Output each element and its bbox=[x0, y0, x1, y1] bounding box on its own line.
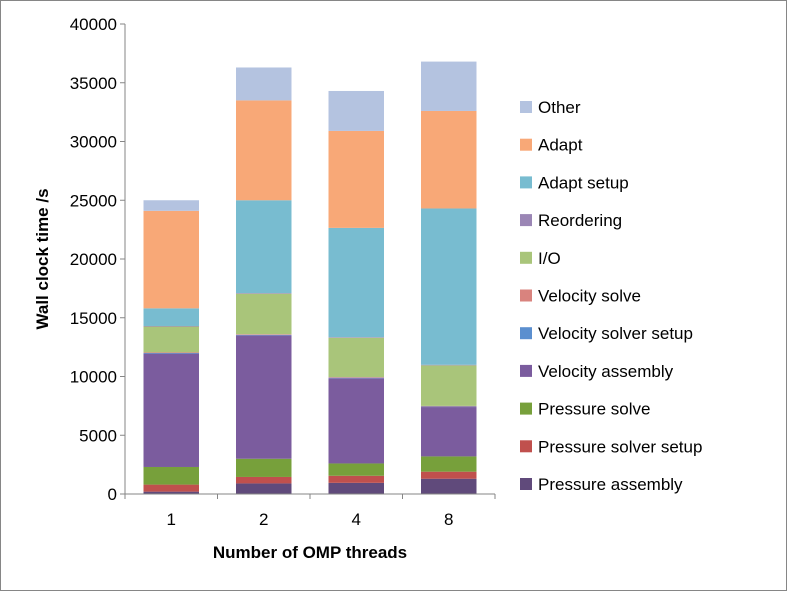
legend-label: Pressure assembly bbox=[538, 475, 683, 494]
y-tick-label: 30000 bbox=[70, 133, 117, 152]
legend-swatch bbox=[520, 138, 532, 151]
legend-swatch bbox=[520, 440, 532, 453]
bar-segment bbox=[236, 458, 292, 477]
bar-segment bbox=[328, 475, 384, 483]
legend-swatch bbox=[520, 176, 532, 189]
legend-label: Reordering bbox=[538, 211, 622, 230]
y-tick-label: 15000 bbox=[70, 309, 117, 328]
legend-label: Pressure solve bbox=[538, 400, 650, 419]
bar-segment bbox=[143, 353, 199, 467]
legend: Other Adapt Adapt setup Reordering I/O Veloci… bbox=[520, 98, 702, 494]
bar-segment bbox=[143, 308, 199, 326]
bar-segment bbox=[421, 478, 477, 494]
bar-segment bbox=[328, 378, 384, 464]
bar-segment bbox=[421, 471, 477, 479]
bar-segment bbox=[236, 293, 292, 294]
x-tick-label: 8 bbox=[444, 510, 453, 529]
bar-segment bbox=[143, 353, 199, 354]
bar-segment bbox=[143, 210, 199, 309]
bar-segment bbox=[236, 100, 292, 201]
legend-label: Adapt setup bbox=[538, 173, 629, 192]
bar-segment bbox=[143, 200, 199, 211]
y-tick-label: 5000 bbox=[79, 426, 117, 445]
bar-segment bbox=[421, 405, 477, 407]
y-tick-label: 35000 bbox=[70, 74, 117, 93]
bar-segment bbox=[421, 364, 477, 366]
bar-segment bbox=[236, 334, 292, 336]
bar-segment bbox=[236, 335, 292, 459]
bar-segment bbox=[421, 61, 477, 111]
bar-segment bbox=[421, 110, 477, 209]
bar-segment bbox=[143, 352, 199, 353]
plot-area bbox=[143, 61, 477, 494]
legend-swatch bbox=[520, 251, 532, 264]
y-tick-label: 20000 bbox=[70, 250, 117, 269]
bar-segment bbox=[143, 466, 199, 485]
legend-swatch bbox=[520, 327, 532, 340]
x-tick-label: 2 bbox=[259, 510, 268, 529]
bar-segment bbox=[328, 377, 384, 379]
legend-label: Pressure solver setup bbox=[538, 437, 702, 456]
legend-swatch bbox=[520, 364, 532, 377]
legend-label: Velocity assembly bbox=[538, 362, 674, 381]
bar-segment bbox=[236, 476, 292, 484]
legend-swatch bbox=[520, 402, 532, 415]
legend-swatch bbox=[520, 101, 532, 113]
bar-segment bbox=[328, 130, 384, 228]
bar-segment bbox=[143, 491, 199, 494]
bar-segment bbox=[421, 365, 477, 406]
y-tick-label: 25000 bbox=[70, 191, 117, 210]
x-tick-label: 1 bbox=[167, 510, 176, 529]
legend-swatch bbox=[520, 478, 532, 490]
y-axis-title: Wall clock time /s bbox=[33, 188, 52, 329]
bar-segment bbox=[236, 293, 292, 335]
bar-segment bbox=[421, 407, 477, 457]
y-tick-label: 10000 bbox=[70, 368, 117, 387]
bar-segment bbox=[236, 200, 292, 294]
bar-segment bbox=[143, 326, 199, 353]
bar-segment bbox=[328, 90, 384, 131]
legend-label: Velocity solve bbox=[538, 287, 641, 306]
bar-segment bbox=[236, 483, 292, 494]
legend-swatch bbox=[520, 214, 532, 227]
y-tick-label: 40000 bbox=[70, 15, 117, 34]
x-axis-title: Number of OMP threads bbox=[213, 543, 407, 562]
legend-label: Other bbox=[538, 98, 581, 117]
bar-segment bbox=[328, 463, 384, 476]
bar-segment bbox=[421, 406, 477, 408]
bar-segment bbox=[236, 67, 292, 101]
bar-segment bbox=[143, 325, 199, 327]
legend-label: Adapt bbox=[538, 136, 583, 155]
bar-segment bbox=[421, 208, 477, 365]
bar-segment bbox=[421, 456, 477, 472]
legend-swatch bbox=[520, 289, 532, 302]
bar-segment bbox=[328, 377, 384, 378]
bar-segment bbox=[328, 337, 384, 378]
bar-segment bbox=[328, 227, 384, 338]
y-axis: 0 5000 10000 15000 20000 25000 30000 35000 40000 bbox=[70, 15, 126, 504]
bar-segment bbox=[328, 482, 384, 494]
y-tick-label: 0 bbox=[108, 485, 117, 504]
legend-label: I/O bbox=[538, 249, 561, 268]
bar-segment bbox=[143, 484, 199, 492]
x-axis: 1 2 4 8 bbox=[124, 493, 496, 529]
x-tick-label: 4 bbox=[352, 510, 361, 529]
legend-label: Velocity solver setup bbox=[538, 324, 693, 343]
bar-segment bbox=[328, 337, 384, 338]
bar-segment bbox=[236, 334, 292, 335]
